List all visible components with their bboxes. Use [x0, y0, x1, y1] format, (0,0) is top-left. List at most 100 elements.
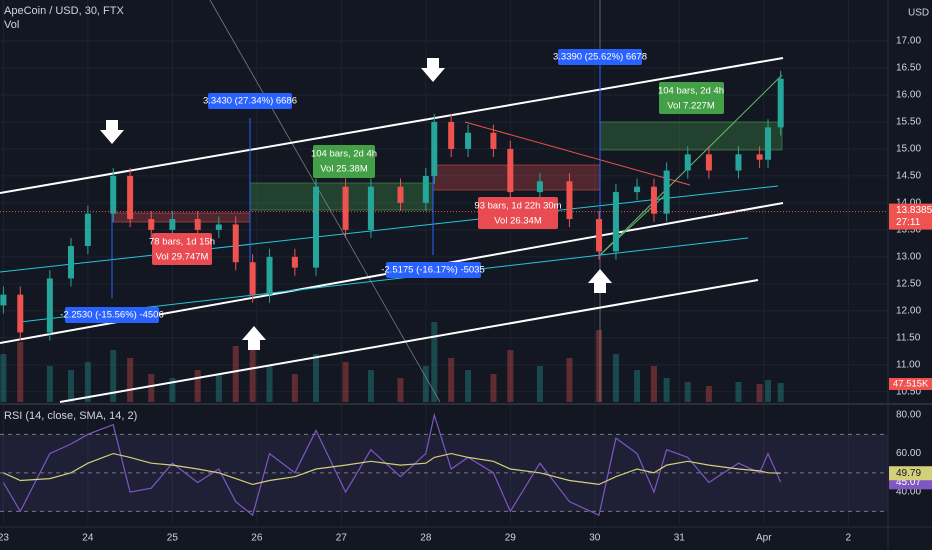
x-tick-label: 26	[251, 533, 263, 544]
candle-body	[291, 256, 298, 268]
volume-bar	[110, 350, 117, 402]
measure-label-box	[65, 307, 159, 323]
trend-line	[59, 279, 759, 403]
candle-body	[777, 78, 784, 128]
candle-body	[266, 256, 273, 295]
x-tick-label: 24	[82, 533, 94, 544]
range-label-box	[478, 197, 558, 229]
volume-bar	[431, 322, 438, 402]
y-tick-label: 14.50	[896, 171, 921, 182]
volume-bar	[266, 366, 273, 402]
volume-bar	[756, 384, 763, 402]
volume-bar	[634, 370, 641, 402]
trend-line	[599, 74, 783, 256]
volume-bar	[777, 382, 784, 402]
range-label: 78 bars, 1d 15h	[149, 237, 215, 248]
candle-body	[84, 213, 91, 247]
y-tick-label: 16.00	[896, 90, 921, 101]
range-label: 104 bars, 2d 4h	[658, 86, 724, 97]
candle-body	[735, 154, 742, 171]
candle-body	[536, 181, 543, 193]
candles	[0, 70, 888, 341]
currency-label: USD	[908, 8, 929, 19]
candle-body	[431, 121, 438, 176]
x-tick-label: 2	[846, 533, 852, 544]
candle-body	[422, 175, 429, 203]
volume-bar	[566, 358, 573, 402]
y-tick-label: 12.50	[896, 278, 921, 289]
arrow-down	[100, 120, 124, 144]
volume-bar	[612, 354, 619, 402]
rsi-tag-label: 49.79	[896, 468, 921, 479]
rsi-lines	[2, 412, 782, 517]
candle-body	[367, 186, 374, 230]
measure-label: -2.5175 (-16.17%) -5035	[381, 265, 485, 276]
rsi-tag-label: 45.07	[896, 477, 921, 488]
volume-tag	[889, 377, 932, 390]
volume-bar	[490, 374, 497, 402]
x-tick-label: Apr	[756, 533, 772, 544]
volume-bar	[127, 358, 134, 402]
candle-body	[110, 175, 117, 214]
annotations: 3.3430 (27.34%) 6686 3.3390 (25.62%) 667…	[60, 49, 724, 323]
range-label: 104 bars, 2d 4h	[311, 149, 377, 160]
volume-bar	[367, 370, 374, 402]
volume-bar	[232, 346, 239, 402]
range-label: Vol 7.227M	[667, 101, 715, 112]
candle-body	[596, 219, 603, 252]
arrow-down	[421, 58, 445, 82]
last-price-label: 13.8385	[896, 205, 932, 216]
range-label-box	[313, 145, 375, 178]
last-price-tag	[889, 203, 932, 230]
y-tick-label: 15.00	[896, 144, 921, 155]
volume-bar	[0, 354, 7, 402]
measure-label: -2.2530 (-15.56%) -4506	[60, 310, 164, 321]
volume-bar	[17, 342, 24, 402]
arrow-up	[588, 269, 612, 293]
volume-bar	[169, 378, 176, 402]
measure-label-box	[386, 262, 481, 278]
volume-bar	[735, 382, 742, 402]
volume-bar	[536, 366, 543, 402]
candle-body	[612, 192, 619, 252]
axes: 10.50 11.00 11.50 12.00 12.50 13.00 13.50 14.00…	[0, 36, 932, 544]
measure-label-box	[558, 49, 642, 65]
volume-bar	[84, 362, 91, 402]
volume-bar	[46, 366, 53, 402]
range-box	[249, 182, 434, 211]
chart-title: ApeCoin / USD, 30, FTX	[4, 5, 124, 17]
volume-bar	[312, 354, 319, 402]
candle-body	[194, 219, 201, 230]
range-label: 93 bars, 1d 22h 30m	[474, 201, 561, 212]
range-label-box	[659, 82, 724, 114]
candle-body	[705, 154, 712, 171]
trend-line	[0, 185, 779, 273]
candle-body	[342, 186, 349, 230]
candle-body	[46, 278, 53, 333]
rsi-tag	[889, 466, 932, 481]
range-label: Vol 29.747M	[156, 252, 209, 263]
range-label: Vol 26.34M	[494, 216, 542, 227]
candle-body	[650, 186, 657, 214]
rsi-tick-label: 80.00	[896, 410, 921, 421]
candle-body	[312, 186, 319, 268]
candle-body	[17, 294, 24, 333]
candle-body	[215, 224, 222, 230]
candle-body	[756, 154, 763, 160]
y-tick-label: 17.00	[896, 36, 921, 47]
candle-body	[507, 148, 514, 193]
x-tick-label: 31	[674, 533, 686, 544]
volume-title: Vol	[4, 19, 19, 31]
volume-bar	[705, 386, 712, 402]
candle-body	[448, 121, 455, 149]
x-tick-label: 30	[589, 533, 601, 544]
candle-body	[765, 127, 772, 160]
y-tick-label: 11.50	[896, 332, 921, 343]
volume-bar	[596, 330, 603, 402]
volume-bar	[765, 380, 772, 402]
measure-label: 3.3390 (25.62%) 6678	[553, 52, 647, 63]
candle-body	[127, 175, 134, 220]
y-tick-label: 12.00	[896, 305, 921, 316]
volume-bar	[507, 350, 514, 402]
range-box	[599, 121, 783, 151]
